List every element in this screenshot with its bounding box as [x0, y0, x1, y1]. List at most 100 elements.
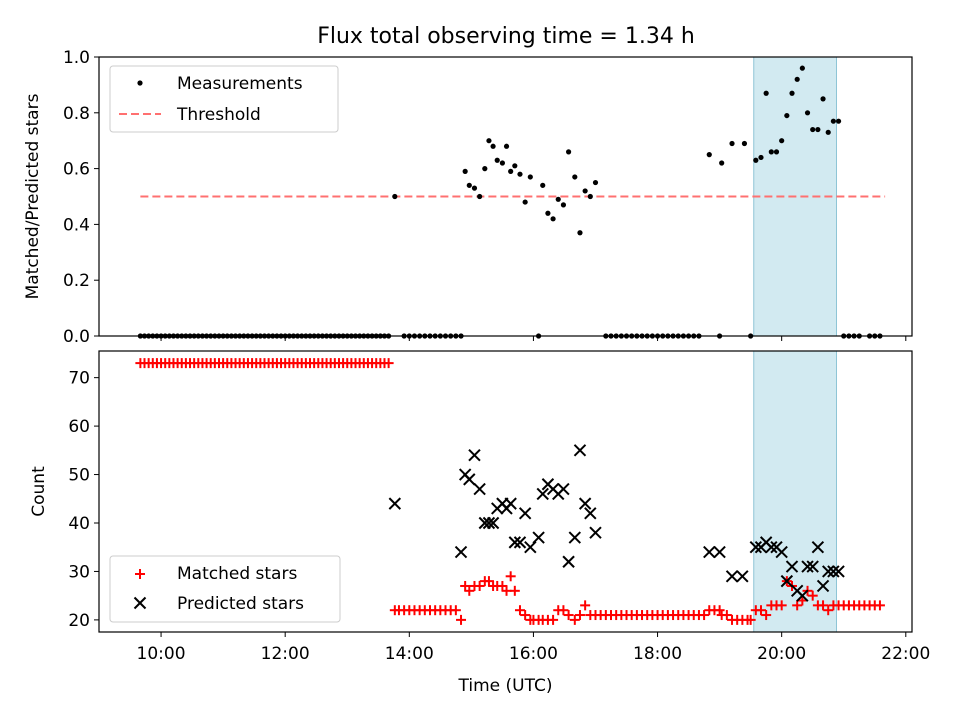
measurement-point [706, 152, 712, 158]
predicted-star-point [562, 555, 575, 568]
matched-star-point [569, 614, 580, 625]
measurement-point [815, 126, 821, 133]
x-tick-label: 14:00 [385, 644, 434, 664]
top-panel: 0.0 0.2 0.4 0.6 0.8 1.0 Matched/Predicted sta… [23, 48, 913, 347]
matched-star-point [797, 595, 808, 606]
predicted-star-point [822, 565, 835, 578]
bottom-axes-frame [98, 350, 913, 633]
x-tick-label: 18:00 [633, 644, 682, 664]
bottom-y-tick-label: 70 [68, 369, 90, 389]
top-legend: Measurements Threshold [109, 65, 339, 133]
top-y-tick-label: 0.6 [63, 160, 90, 180]
legend-measurements-marker [137, 80, 143, 86]
predicted-star-point [584, 507, 597, 520]
measurement-point [527, 174, 533, 180]
bottom-legend: Matched stars Predicted stars [109, 555, 341, 623]
measurement-point [565, 149, 572, 155]
measurement-point [799, 65, 805, 71]
measurement-point [804, 110, 811, 116]
figure-title: Flux total observing time = 1.34 h [317, 24, 695, 49]
predicted-star-point [513, 536, 527, 549]
top-y-tick-label: 0.8 [63, 104, 90, 124]
measurement-point [758, 154, 764, 161]
top-legend-box [109, 65, 339, 133]
legend-x-marker [133, 596, 147, 610]
predicted-star-point [573, 444, 587, 457]
x-tick-label: 16:00 [509, 644, 558, 664]
predicted-star-point [703, 545, 716, 559]
matched-star-point [548, 614, 559, 625]
measurement-point [517, 171, 523, 177]
measurement-point [477, 193, 483, 200]
measurement-point [550, 216, 556, 222]
top-axes-frame [98, 56, 913, 337]
matched-star-point [874, 600, 885, 611]
x-tick-label: 12:00 [261, 644, 310, 664]
top-measurement-points [137, 65, 883, 339]
measurement-point [522, 199, 528, 205]
bottom-y-ticks: 20 30 40 50 60 70 [68, 369, 99, 631]
predicted-star-point [518, 507, 532, 520]
matched-star-point [383, 358, 394, 369]
predicted-star-point [388, 497, 402, 510]
matched-star-point [818, 600, 829, 611]
legend-measurements-label: Measurements [177, 74, 303, 94]
predicted-star-point [557, 482, 570, 496]
bottom-y-tick-label: 50 [68, 466, 90, 486]
measurement-point [512, 163, 518, 169]
matched-stars-points [135, 358, 885, 625]
top-x-ticks [160, 336, 907, 341]
predicted-star-point [785, 560, 799, 573]
measurement-point [471, 185, 478, 191]
bottom-x-ticks: 10:00 12:00 14:00 16:00 18:00 20:00 22:00 [137, 632, 930, 664]
measurement-point [719, 160, 725, 166]
measurement-point [729, 140, 735, 147]
predicted-star-point [589, 526, 602, 539]
measurement-point [462, 168, 468, 174]
measurement-point [572, 174, 578, 180]
matched-star-point [474, 580, 485, 591]
measurement-point [545, 210, 551, 216]
predicted-star-point [508, 536, 522, 549]
legend-predicted-marker [133, 596, 147, 610]
predicted-star-point [473, 482, 486, 496]
measurement-point [794, 76, 800, 82]
measurement-point [490, 143, 496, 149]
bottom-y-tick-label: 60 [68, 417, 90, 437]
matched-star-point [520, 610, 531, 621]
bottom-y-axis-label: Count [29, 466, 49, 517]
predicted-star-point [725, 570, 739, 583]
predicted-star-point [536, 487, 549, 501]
matched-star-point [505, 571, 516, 582]
matched-star-point [574, 610, 585, 621]
measurement-point [789, 90, 795, 96]
measurement-point [499, 160, 505, 166]
matched-star-point [761, 610, 772, 621]
matched-star-point [464, 585, 475, 596]
measurement-point [763, 90, 769, 96]
top-y-tick-label: 1.0 [63, 48, 90, 68]
measurement-point [592, 179, 599, 186]
predicted-star-point [816, 579, 830, 593]
matched-star-point [823, 605, 834, 616]
x-tick-label: 10:00 [137, 644, 186, 664]
matched-star-point [714, 605, 725, 616]
measurement-point [741, 140, 748, 147]
bottom-panel: 20 30 40 50 60 70 10:00 12:00 14:00 16:00 18:00 20… [29, 350, 930, 696]
matched-star-point [721, 610, 732, 621]
legend-threshold-label: Threshold [176, 105, 261, 125]
bottom-y-tick-label: 40 [68, 514, 90, 534]
bottom-y-tick-label: 20 [68, 611, 90, 631]
bottom-y-tick-label: 30 [68, 562, 90, 582]
x-axis-label: Time (UTC) [458, 676, 553, 696]
measurement-point [830, 118, 836, 124]
measurement-point [835, 118, 842, 124]
predicted-star-point [463, 473, 476, 486]
top-y-tick-label: 0.2 [63, 271, 90, 291]
measurement-point [820, 96, 826, 102]
measurement-point [555, 196, 561, 202]
measurement-point [582, 188, 588, 194]
measurement-point [825, 129, 831, 135]
measurement-point [482, 166, 488, 172]
